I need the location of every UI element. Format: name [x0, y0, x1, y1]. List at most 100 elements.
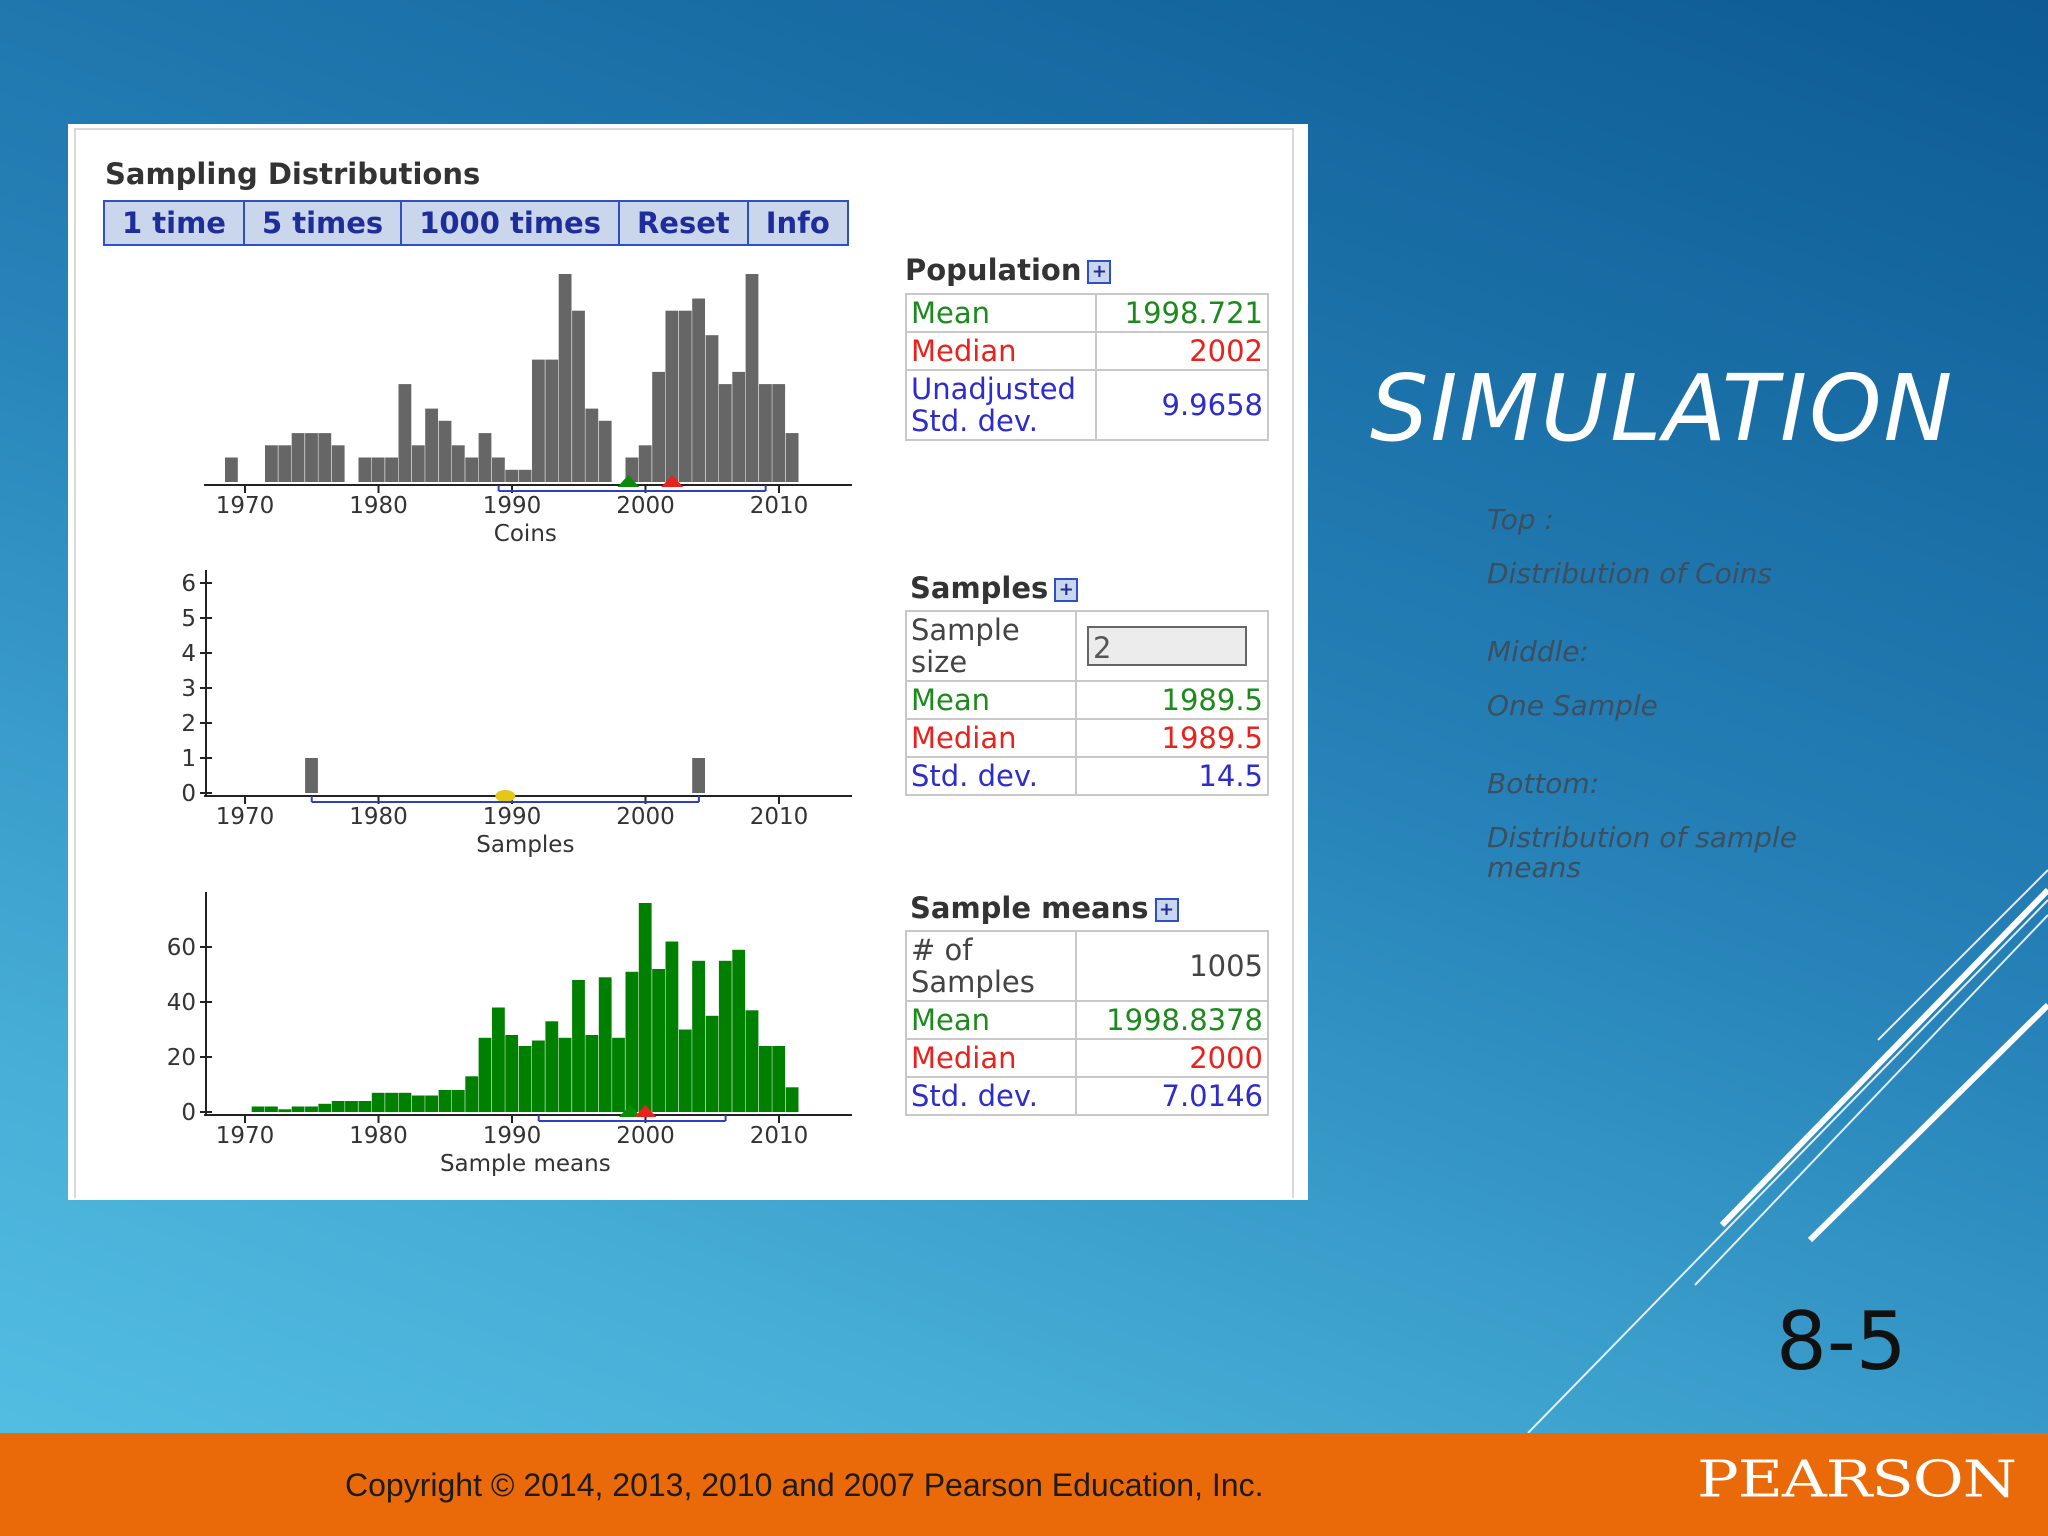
histogram-bar [545, 359, 559, 482]
histogram-bar [318, 433, 332, 482]
samples-table: Sample size 2 Mean 1989.5 Median 1989.5 … [905, 610, 1269, 796]
histogram-bar [438, 1090, 452, 1112]
histogram-bar [505, 1035, 519, 1112]
histogram-bar [291, 433, 305, 482]
table-row: Unadjusted Std. dev. 9.9658 [905, 369, 1269, 441]
histogram-bar [692, 960, 705, 1113]
slide-title: SIMULATION [1370, 355, 1955, 462]
run-1-time-button[interactable]: 1 time [105, 202, 245, 244]
histogram-bar [785, 433, 799, 482]
x-tick-label: 2000 [616, 804, 675, 830]
histogram-bar [692, 758, 705, 793]
y-tick-label: 1 [181, 746, 196, 772]
histogram-bar [265, 445, 278, 482]
histogram-bar [572, 310, 585, 482]
sample-means-table: # of Samples 1005 Mean 1998.8378 Median … [905, 930, 1269, 1116]
sample-size-cell: 2 [1075, 610, 1269, 682]
note-line: Distribution of Coins [1487, 557, 1772, 590]
expand-population-icon[interactable]: + [1087, 260, 1112, 284]
median-marker [634, 1105, 657, 1117]
histogram-bar [358, 1101, 372, 1112]
note-spacer [1487, 589, 1887, 613]
histogram-bar [492, 457, 505, 482]
x-tick-label: 1970 [216, 493, 275, 519]
histogram-bar [398, 1092, 412, 1113]
y-tick-label: 40 [167, 990, 196, 1016]
histogram-bar [665, 941, 679, 1112]
expand-samples-icon[interactable]: + [1054, 578, 1079, 602]
mean-marker [618, 1105, 641, 1117]
y-tick-label: 4 [181, 641, 196, 667]
histogram-bar [732, 949, 746, 1113]
histogram-bar [745, 1010, 759, 1113]
histogram-bar [438, 420, 452, 482]
population-table: Mean 1998.721 Median 2002 Unadjusted Std… [905, 293, 1269, 441]
histogram-bar [385, 1092, 398, 1113]
table-row: Mean 1998.8378 [905, 1000, 1269, 1040]
sample-means-heading-label: Sample means [910, 891, 1149, 925]
y-tick-label: 60 [167, 935, 196, 961]
histogram-bar [411, 1095, 425, 1112]
x-tick-label: 1990 [483, 804, 542, 830]
samples-median-value: 1989.5 [1075, 718, 1269, 758]
histogram-bar [385, 457, 398, 482]
population-median-value: 2002 [1095, 331, 1269, 371]
table-row: # of Samples 1005 [905, 930, 1269, 1002]
histogram-bar [425, 408, 438, 482]
histogram-bar [451, 1090, 465, 1112]
copyright-text: Copyright © 2014, 2013, 2010 and 2007 Pe… [345, 1467, 1264, 1503]
page-number: 8-5 [1776, 1295, 1907, 1388]
samples-sd-value: 14.5 [1075, 756, 1269, 796]
histogram-bar [558, 1037, 572, 1113]
sample-means-mean-value: 1998.8378 [1075, 1000, 1269, 1040]
histogram-bar [732, 371, 746, 482]
sample-size-input[interactable]: 2 [1087, 626, 1247, 666]
histogram-bar [638, 445, 652, 482]
note-line: Bottom: [1487, 767, 1600, 800]
x-tick-label: 1990 [483, 493, 542, 519]
applet-title: Sampling Distributions [105, 157, 481, 191]
histogram-bar [705, 1015, 719, 1113]
histogram-bar [518, 469, 532, 482]
histogram-bar [545, 1021, 559, 1113]
population-heading: Population + [905, 253, 1112, 287]
expand-sample-means-icon[interactable]: + [1154, 898, 1179, 922]
histogram-bar [652, 371, 665, 482]
applet-screenshot: Sampling Distributions 1 time 5 times 10… [68, 124, 1308, 1200]
deco-line [1694, 914, 2048, 1286]
histogram-bar [371, 457, 385, 482]
x-tick-label: 2000 [616, 1123, 675, 1149]
histogram-bar [478, 1037, 492, 1113]
population-sd-value: 9.9658 [1095, 369, 1269, 441]
population-heading-label: Population [905, 253, 1082, 287]
histogram-bar [638, 903, 652, 1112]
run-5-times-button[interactable]: 5 times [244, 202, 403, 244]
info-button[interactable]: Info [748, 202, 847, 244]
note-line: Middle: [1487, 635, 1589, 668]
x-tick-label: 2010 [750, 1123, 809, 1149]
histogram-bar [305, 1106, 318, 1112]
histogram-bar [705, 335, 719, 482]
histogram-bar [598, 420, 612, 482]
histogram-bar [265, 1106, 278, 1112]
median-marker [661, 475, 684, 487]
histogram-bar [505, 469, 519, 482]
x-tick-label: 2010 [750, 493, 809, 519]
histogram-bar [331, 1101, 345, 1112]
note-line: One Sample [1487, 689, 1658, 722]
reset-button[interactable]: Reset [619, 202, 749, 244]
population-sd-label: Unadjusted Std. dev. [905, 369, 1097, 441]
histogram-bar [251, 1106, 265, 1112]
table-row: Mean 1989.5 [905, 680, 1269, 720]
note-spacer [1487, 721, 1887, 745]
histogram-bar [225, 457, 238, 482]
samples-sd-label: Std. dev. [905, 756, 1077, 796]
run-1000-times-button[interactable]: 1000 times [402, 202, 620, 244]
mean-marker [617, 475, 640, 487]
population-mean-value: 1998.721 [1095, 293, 1269, 333]
histogram-bar [305, 758, 318, 793]
histogram-bar [759, 1046, 772, 1112]
samples-heading: Samples + [910, 571, 1079, 605]
